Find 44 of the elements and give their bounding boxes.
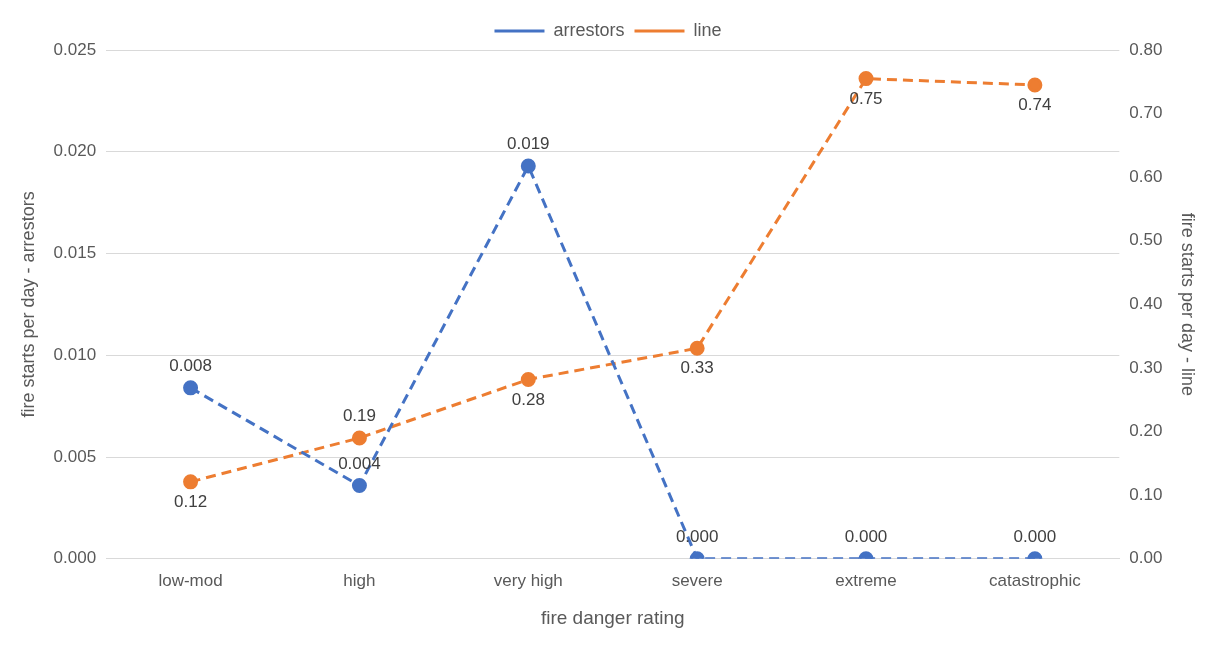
y-axis-title: fire starts per day - arrestors <box>17 191 38 418</box>
y2-axis-title: fire starts per day - line <box>1178 212 1199 396</box>
y-tick-label: 0.025 <box>53 39 97 59</box>
y-tick-label: 0.005 <box>53 446 97 466</box>
y-tick-label: 0.000 <box>53 548 97 568</box>
y-tick-label: 0.010 <box>53 344 97 364</box>
point <box>351 430 367 446</box>
x-tick-label: extreme <box>835 570 897 590</box>
data-label: 0.28 <box>511 389 545 409</box>
y-tick-label: 0.015 <box>53 243 97 263</box>
x-tick-label: severe <box>671 570 723 590</box>
data-label: 0.12 <box>174 492 208 512</box>
data-label: 0.75 <box>849 88 883 108</box>
x-tick-label: low-mod <box>158 570 223 590</box>
x-axis-title: fire danger rating <box>540 606 685 628</box>
y2-tick-label: 0.40 <box>1129 294 1163 314</box>
point <box>858 71 874 87</box>
data-label: 0.000 <box>1013 526 1057 546</box>
y2-tick-label: 0.80 <box>1129 39 1163 59</box>
data-label: 0.008 <box>169 356 212 376</box>
y-tick-label: 0.020 <box>53 141 97 161</box>
y2-tick-label: 0.30 <box>1129 357 1163 377</box>
data-label: 0.74 <box>1018 95 1052 115</box>
legend-label: arrestors <box>553 19 625 40</box>
data-label: 0.019 <box>507 134 550 154</box>
data-label: 0.19 <box>342 406 376 426</box>
x-tick-label: high <box>343 570 376 590</box>
data-label: 0.000 <box>844 526 888 546</box>
y2-tick-label: 0.10 <box>1129 484 1163 504</box>
point <box>183 474 199 490</box>
point <box>689 340 705 356</box>
point <box>1027 77 1043 93</box>
y2-tick-label: 0.50 <box>1129 230 1163 250</box>
x-tick-label: very high <box>493 570 563 590</box>
y2-tick-label: 0.60 <box>1129 166 1163 186</box>
point <box>520 371 536 387</box>
y2-tick-label: 0.00 <box>1129 548 1163 568</box>
y2-tick-label: 0.70 <box>1129 103 1163 123</box>
legend-label: line <box>693 19 722 40</box>
x-tick-label: catastrophic <box>989 570 1082 590</box>
data-label: 0.004 <box>338 453 381 473</box>
data-label: 0.000 <box>675 526 719 546</box>
data-label: 0.33 <box>680 358 714 378</box>
y2-tick-label: 0.20 <box>1129 421 1163 441</box>
